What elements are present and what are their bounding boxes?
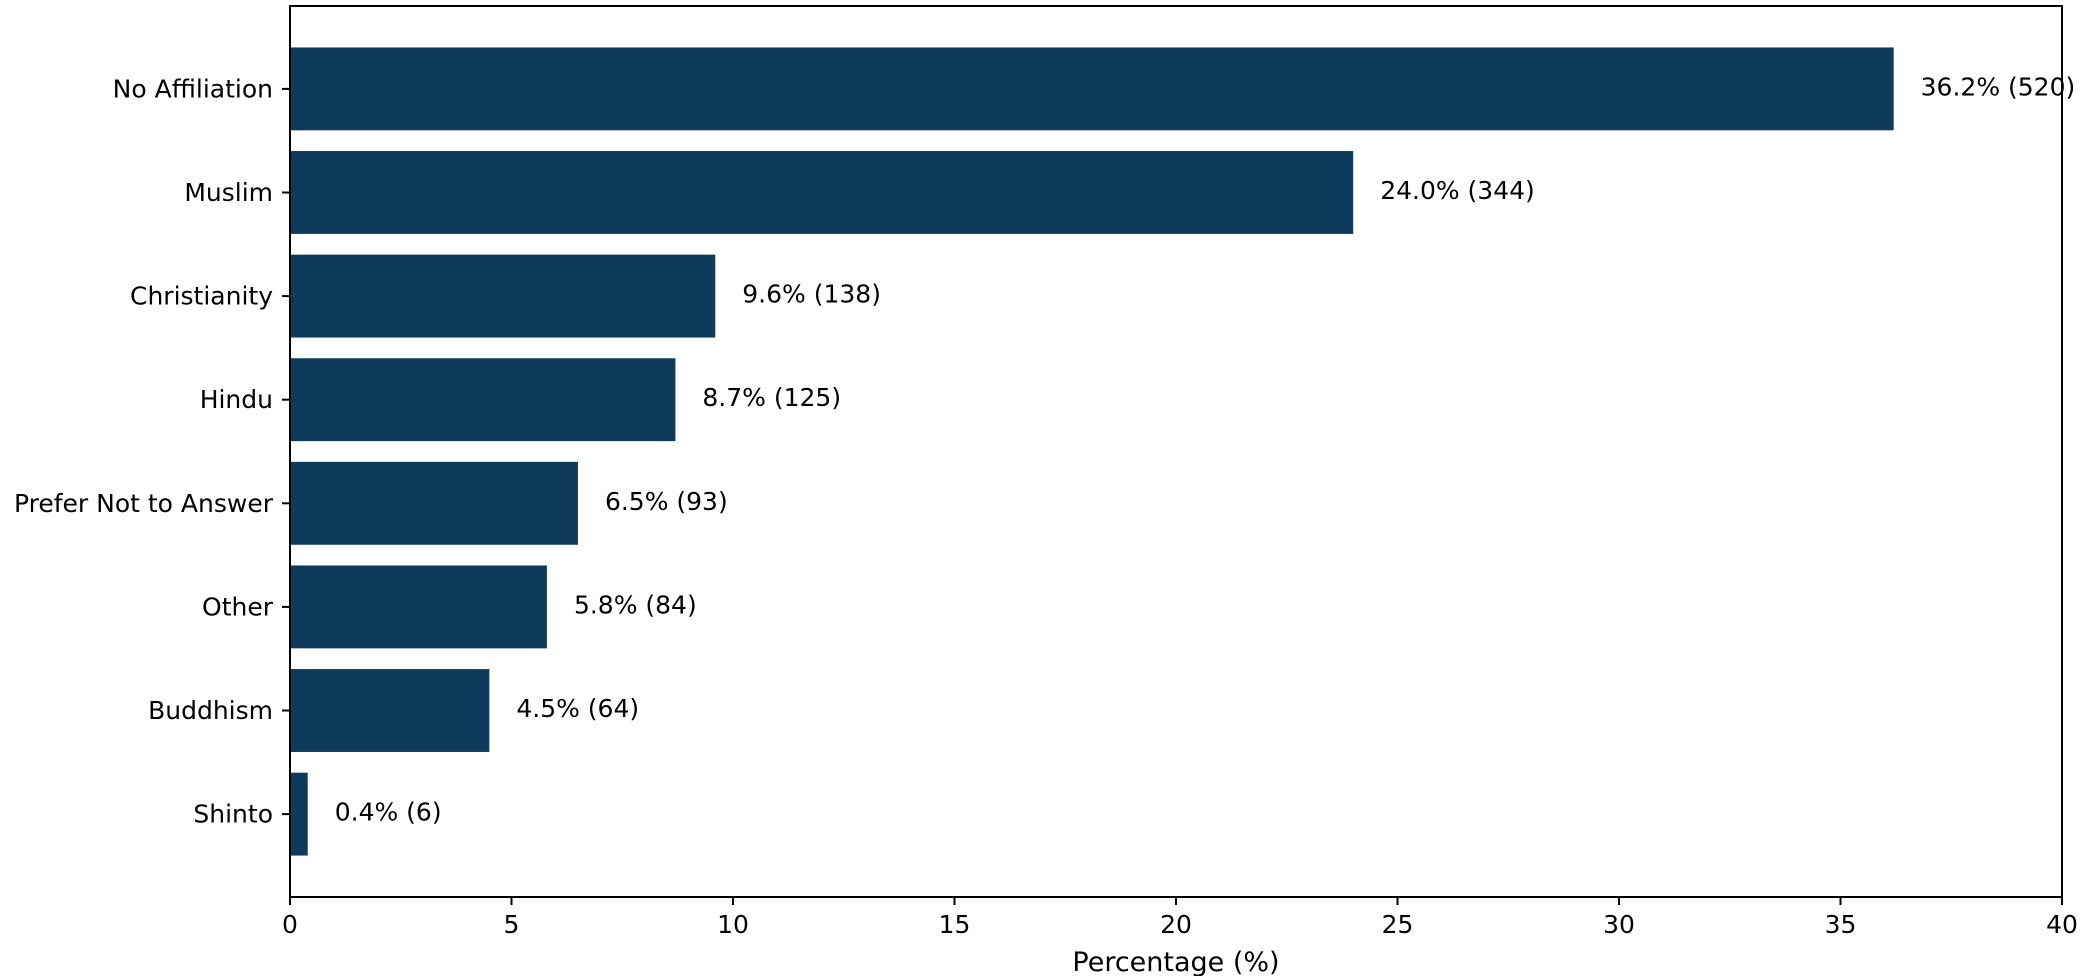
data-labels: 36.2% (520) 24.0% (344) 9.6% (138) 8.7% (12… xyxy=(335,72,2076,826)
bar-christianity xyxy=(290,254,716,338)
x-tick-label: 40 xyxy=(2046,910,2078,939)
x-tick-label: 30 xyxy=(1603,910,1635,939)
data-label: 0.4% (6) xyxy=(335,798,442,827)
category-label: Prefer Not to Answer xyxy=(14,489,274,518)
bar-shinto xyxy=(290,772,308,856)
y-axis-categories: No Affiliation Muslim Christianity Hindu Pre… xyxy=(14,74,290,829)
x-axis-ticks: 0 5 10 15 20 25 30 35 40 xyxy=(282,897,2078,939)
data-label: 4.5% (64) xyxy=(516,694,639,723)
x-tick-label: 35 xyxy=(1825,910,1857,939)
data-label: 36.2% (520) xyxy=(1921,72,2076,101)
plot-frame xyxy=(289,5,2063,898)
category-label: Muslim xyxy=(184,178,273,207)
data-label: 5.8% (84) xyxy=(574,590,697,619)
category-label: No Affiliation xyxy=(113,74,273,103)
bar-buddhism xyxy=(290,669,490,752)
bar-no-affiliation xyxy=(290,47,1894,131)
x-tick-label: 0 xyxy=(282,910,298,939)
data-label: 24.0% (344) xyxy=(1380,176,1535,205)
category-label: Buddhism xyxy=(148,696,273,725)
x-tick-label: 15 xyxy=(939,910,971,939)
bars-layer xyxy=(290,47,1894,856)
bar-hindu xyxy=(290,358,676,442)
data-label: 8.7% (125) xyxy=(702,383,841,412)
category-label: Hindu xyxy=(200,385,273,414)
category-label: Christianity xyxy=(130,282,273,311)
data-label: 9.6% (138) xyxy=(742,280,881,309)
x-axis-label: Percentage (%) xyxy=(1072,947,1279,976)
bar-prefer-not-to-answer xyxy=(290,461,578,545)
bar-other xyxy=(290,565,547,649)
category-label: Other xyxy=(202,592,274,621)
x-tick-label: 25 xyxy=(1382,910,1414,939)
x-tick-label: 5 xyxy=(504,910,520,939)
bar-muslim xyxy=(290,151,1354,234)
x-tick-label: 20 xyxy=(1160,910,1192,939)
category-label: Shinto xyxy=(193,800,273,829)
data-label: 6.5% (93) xyxy=(605,487,728,516)
x-tick-label: 10 xyxy=(717,910,749,939)
